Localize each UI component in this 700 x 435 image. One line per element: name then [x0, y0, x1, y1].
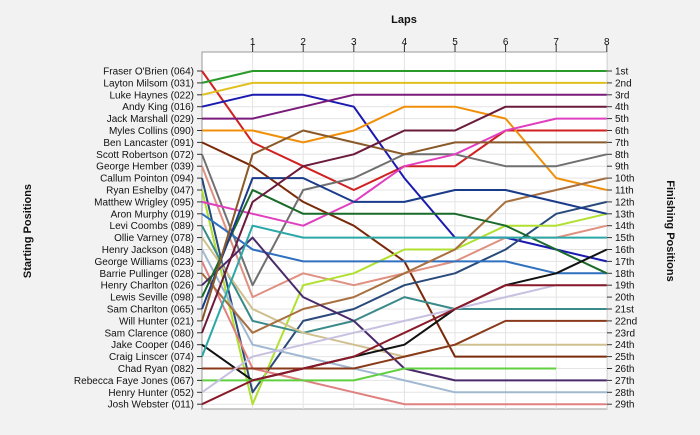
starting-label: Will Hunter (021) [119, 316, 194, 327]
starting-label: George Hember (039) [96, 162, 194, 173]
series-line [201, 212, 607, 275]
starting-label: Sam Charlton (065) [107, 305, 194, 316]
starting-label: Myles Collins (090) [109, 126, 194, 137]
starting-label: Ben Lancaster (091) [103, 138, 194, 149]
starting-label: Callum Pointon (094) [100, 174, 194, 185]
finishing-label: 28th [615, 388, 634, 399]
starting-label: Sam Clarence (080) [105, 328, 194, 339]
series-line [201, 284, 607, 394]
x-axis-ticks: 1 2 3 4 5 6 7 8 [250, 37, 610, 52]
y-axis-label-right: Finishing Positions [664, 180, 676, 281]
finishing-label: 29th [615, 400, 634, 411]
x-tick-label: 6 [503, 37, 509, 48]
finishing-label: 1st [615, 67, 629, 78]
finishing-label: 12th [615, 197, 634, 208]
finishing-label: 19th [615, 281, 634, 292]
series-line [201, 224, 607, 357]
chart-title: Laps [391, 14, 417, 26]
starting-label: Ollie Varney (078) [114, 233, 194, 244]
starting-label: Craig Linscer (074) [109, 352, 194, 363]
finishing-label: 23rd [615, 328, 635, 339]
series-line [201, 284, 607, 406]
finishing-label: 15th [615, 233, 634, 244]
starting-label: Levi Coombs (089) [110, 221, 194, 232]
starting-label: Henry Hunter (052) [108, 388, 194, 399]
x-tick-label: 2 [300, 37, 306, 48]
starting-label: Lewis Seville (098) [110, 293, 194, 304]
x-tick-label: 4 [402, 37, 408, 48]
y-axis-label-left: Starting Positions [22, 184, 34, 278]
finishing-label: 7th [615, 138, 629, 149]
starting-label: Fraser O'Brien (064) [103, 67, 194, 78]
finishing-label: 25th [615, 352, 634, 363]
finishing-label: 20th [615, 293, 634, 304]
finishing-label: 4th [615, 102, 629, 113]
series-line [201, 249, 607, 394]
starting-label: Jake Cooper (046) [111, 340, 194, 351]
series-line [201, 105, 607, 334]
finishing-label: 21st [615, 305, 634, 316]
finishing-label: 17th [615, 257, 634, 268]
series-line [201, 117, 607, 227]
finishing-label: 3rd [615, 90, 629, 101]
x-tick-label: 8 [604, 37, 610, 48]
x-tick-label: 5 [452, 37, 458, 48]
starting-label: Layton Milsom (031) [103, 78, 194, 89]
series-line [201, 260, 607, 406]
starting-label: Rebecca Faye Jones (067) [74, 376, 194, 387]
starting-label: Ryan Eshelby (047) [106, 186, 194, 197]
series-line [201, 81, 607, 96]
series-line [201, 177, 608, 334]
series-line [201, 189, 608, 298]
series-line [201, 129, 607, 322]
starting-label: Jack Marshall (029) [107, 114, 194, 125]
starting-label: Matthew Wrigley (095) [94, 197, 194, 208]
starting-label: Chad Ryan (082) [118, 364, 194, 375]
finishing-label: 18th [615, 269, 634, 280]
finishing-label: 14th [615, 221, 634, 232]
finishing-label: 2nd [615, 78, 632, 89]
starting-label: Henry Jackson (048) [102, 245, 194, 256]
finishing-label: 27th [615, 376, 634, 387]
series-line [201, 70, 607, 84]
x-tick-label: 3 [351, 37, 357, 48]
starting-label: Luke Haynes (022) [110, 90, 195, 101]
series-line [202, 105, 608, 191]
finishing-label: 24th [615, 340, 634, 351]
series-line [201, 93, 608, 263]
starting-label: Andy King (016) [122, 102, 194, 113]
series-line [201, 177, 608, 310]
finishing-label: 13th [615, 209, 634, 220]
series-line [201, 189, 608, 406]
starting-label: Aron Murphy (019) [111, 209, 194, 220]
starting-label: George Williams (023) [95, 257, 194, 268]
finishing-label: 8th [615, 150, 629, 161]
x-tick-label: 1 [250, 37, 256, 48]
finishing-label: 22nd [615, 316, 637, 327]
starting-label: Henry Charlton (026) [101, 281, 194, 292]
x-tick-label: 7 [553, 37, 559, 48]
series-line [202, 93, 607, 120]
finishing-label: 10th [615, 174, 634, 185]
series-line [202, 367, 557, 382]
finishing-label: 6th [615, 126, 629, 137]
series-lines [201, 70, 608, 406]
finishing-label: 26th [615, 364, 634, 375]
finishing-label: 9th [615, 162, 629, 173]
series-line [202, 319, 607, 370]
starting-label: Josh Webster (011) [108, 400, 194, 411]
finishing-label: 11th [615, 186, 634, 197]
finishing-label: 16th [615, 245, 634, 256]
starting-label: Barrie Pullinger (028) [100, 269, 195, 280]
finishing-label: 5th [615, 114, 629, 125]
starting-label: Scott Robertson (072) [96, 150, 194, 161]
starting-labels: Fraser O'Brien (064)Layton Milsom (031)L… [74, 67, 202, 411]
finishing-labels: 1st2nd3rd4th5th6th7th8th9th10th11th12th1… [607, 67, 637, 411]
